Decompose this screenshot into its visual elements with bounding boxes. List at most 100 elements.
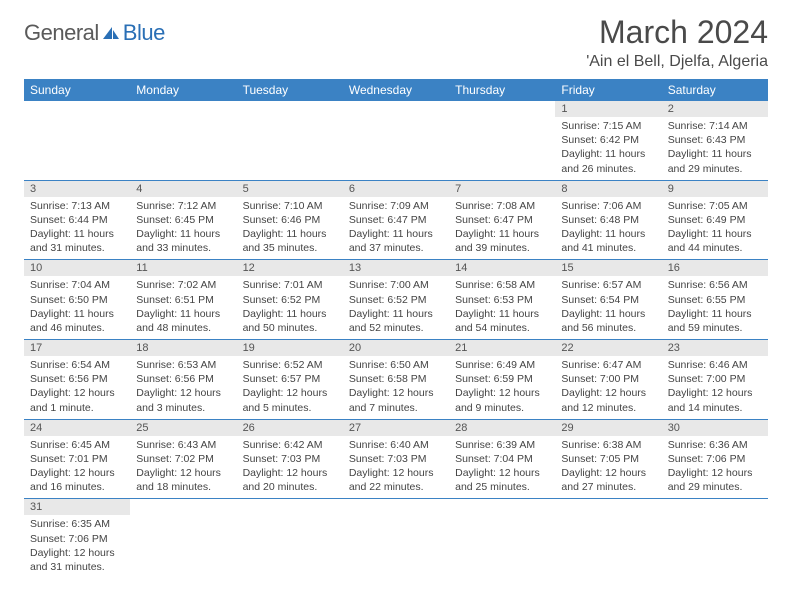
day-number: 2 xyxy=(662,101,768,117)
day-number: 7 xyxy=(449,181,555,197)
day-number: 28 xyxy=(449,420,555,436)
day-number: 19 xyxy=(237,340,343,356)
day-detail: Sunrise: 6:42 AMSunset: 7:03 PMDaylight:… xyxy=(237,436,343,499)
day-detail: Sunrise: 6:50 AMSunset: 6:58 PMDaylight:… xyxy=(343,356,449,419)
calendar-day-cell: 6Sunrise: 7:09 AMSunset: 6:47 PMDaylight… xyxy=(343,180,449,260)
sunrise-line: Sunrise: 7:15 AM xyxy=(561,119,655,133)
calendar-day-cell: 13Sunrise: 7:00 AMSunset: 6:52 PMDayligh… xyxy=(343,260,449,340)
day-detail: Sunrise: 7:00 AMSunset: 6:52 PMDaylight:… xyxy=(343,276,449,339)
day-detail: Sunrise: 6:47 AMSunset: 7:00 PMDaylight:… xyxy=(555,356,661,419)
calendar-day-cell: 12Sunrise: 7:01 AMSunset: 6:52 PMDayligh… xyxy=(237,260,343,340)
day-number: 25 xyxy=(130,420,236,436)
calendar-day-cell: .. xyxy=(237,101,343,180)
daylight-line: Daylight: 11 hours and 33 minutes. xyxy=(136,227,230,255)
daylight-line: Daylight: 11 hours and 35 minutes. xyxy=(243,227,337,255)
sunset-line: Sunset: 6:58 PM xyxy=(349,372,443,386)
calendar-day-cell: 7Sunrise: 7:08 AMSunset: 6:47 PMDaylight… xyxy=(449,180,555,260)
day-number: 1 xyxy=(555,101,661,117)
sunrise-line: Sunrise: 6:54 AM xyxy=(30,358,124,372)
sunset-line: Sunset: 7:02 PM xyxy=(136,452,230,466)
day-detail: Sunrise: 6:46 AMSunset: 7:00 PMDaylight:… xyxy=(662,356,768,419)
sunrise-line: Sunrise: 6:43 AM xyxy=(136,438,230,452)
sunrise-line: Sunrise: 7:14 AM xyxy=(668,119,762,133)
calendar-day-cell: 24Sunrise: 6:45 AMSunset: 7:01 PMDayligh… xyxy=(24,419,130,499)
daylight-line: Daylight: 11 hours and 54 minutes. xyxy=(455,307,549,335)
sunset-line: Sunset: 7:04 PM xyxy=(455,452,549,466)
daylight-line: Daylight: 11 hours and 39 minutes. xyxy=(455,227,549,255)
sunset-line: Sunset: 6:57 PM xyxy=(243,372,337,386)
weekday-header: Saturday xyxy=(662,79,768,101)
day-number: 16 xyxy=(662,260,768,276)
calendar-day-cell: .. xyxy=(449,499,555,578)
day-detail: Sunrise: 7:08 AMSunset: 6:47 PMDaylight:… xyxy=(449,197,555,260)
calendar-day-cell: .. xyxy=(24,101,130,180)
calendar-header-row: SundayMondayTuesdayWednesdayThursdayFrid… xyxy=(24,79,768,101)
day-detail: Sunrise: 6:45 AMSunset: 7:01 PMDaylight:… xyxy=(24,436,130,499)
daylight-line: Daylight: 12 hours and 14 minutes. xyxy=(668,386,762,414)
daylight-line: Daylight: 11 hours and 26 minutes. xyxy=(561,147,655,175)
calendar-table: SundayMondayTuesdayWednesdayThursdayFrid… xyxy=(24,79,768,578)
sunset-line: Sunset: 6:50 PM xyxy=(30,293,124,307)
sunrise-line: Sunrise: 6:36 AM xyxy=(668,438,762,452)
day-number: 30 xyxy=(662,420,768,436)
day-number: 17 xyxy=(24,340,130,356)
calendar-day-cell: .. xyxy=(662,499,768,578)
calendar-week-row: 17Sunrise: 6:54 AMSunset: 6:56 PMDayligh… xyxy=(24,340,768,420)
sunset-line: Sunset: 6:52 PM xyxy=(349,293,443,307)
day-number: 21 xyxy=(449,340,555,356)
sunset-line: Sunset: 6:47 PM xyxy=(455,213,549,227)
calendar-day-cell: 14Sunrise: 6:58 AMSunset: 6:53 PMDayligh… xyxy=(449,260,555,340)
daylight-line: Daylight: 12 hours and 31 minutes. xyxy=(30,546,124,574)
calendar-day-cell: 5Sunrise: 7:10 AMSunset: 6:46 PMDaylight… xyxy=(237,180,343,260)
sunset-line: Sunset: 6:44 PM xyxy=(30,213,124,227)
day-detail: Sunrise: 7:14 AMSunset: 6:43 PMDaylight:… xyxy=(662,117,768,180)
day-number: 31 xyxy=(24,499,130,515)
sunset-line: Sunset: 7:06 PM xyxy=(30,532,124,546)
sunset-line: Sunset: 6:55 PM xyxy=(668,293,762,307)
sunrise-line: Sunrise: 6:35 AM xyxy=(30,517,124,531)
calendar-day-cell: 15Sunrise: 6:57 AMSunset: 6:54 PMDayligh… xyxy=(555,260,661,340)
sunrise-line: Sunrise: 7:00 AM xyxy=(349,278,443,292)
sunset-line: Sunset: 6:47 PM xyxy=(349,213,443,227)
day-detail: Sunrise: 6:38 AMSunset: 7:05 PMDaylight:… xyxy=(555,436,661,499)
daylight-line: Daylight: 11 hours and 44 minutes. xyxy=(668,227,762,255)
day-detail: Sunrise: 6:36 AMSunset: 7:06 PMDaylight:… xyxy=(662,436,768,499)
day-number: 27 xyxy=(343,420,449,436)
sunrise-line: Sunrise: 7:02 AM xyxy=(136,278,230,292)
day-detail: Sunrise: 6:57 AMSunset: 6:54 PMDaylight:… xyxy=(555,276,661,339)
day-detail: Sunrise: 6:56 AMSunset: 6:55 PMDaylight:… xyxy=(662,276,768,339)
sunrise-line: Sunrise: 6:53 AM xyxy=(136,358,230,372)
calendar-week-row: 31 Sunrise: 6:35 AMSunset: 7:06 PMDayligh… xyxy=(24,499,768,578)
sunrise-line: Sunrise: 7:13 AM xyxy=(30,199,124,213)
daylight-line: Daylight: 12 hours and 18 minutes. xyxy=(136,466,230,494)
weekday-header: Wednesday xyxy=(343,79,449,101)
sunset-line: Sunset: 6:51 PM xyxy=(136,293,230,307)
daylight-line: Daylight: 12 hours and 12 minutes. xyxy=(561,386,655,414)
sunset-line: Sunset: 7:03 PM xyxy=(243,452,337,466)
sunrise-line: Sunrise: 7:08 AM xyxy=(455,199,549,213)
sunrise-line: Sunrise: 6:46 AM xyxy=(668,358,762,372)
sunrise-line: Sunrise: 6:58 AM xyxy=(455,278,549,292)
sunset-line: Sunset: 6:45 PM xyxy=(136,213,230,227)
logo: General Blue xyxy=(24,14,165,46)
daylight-line: Daylight: 12 hours and 27 minutes. xyxy=(561,466,655,494)
day-number: 12 xyxy=(237,260,343,276)
day-detail: Sunrise: 6:53 AMSunset: 6:56 PMDaylight:… xyxy=(130,356,236,419)
calendar-day-cell: 27Sunrise: 6:40 AMSunset: 7:03 PMDayligh… xyxy=(343,419,449,499)
sunset-line: Sunset: 7:01 PM xyxy=(30,452,124,466)
daylight-line: Daylight: 11 hours and 31 minutes. xyxy=(30,227,124,255)
sunset-line: Sunset: 6:49 PM xyxy=(668,213,762,227)
calendar-day-cell: 21Sunrise: 6:49 AMSunset: 6:59 PMDayligh… xyxy=(449,340,555,420)
weekday-header: Monday xyxy=(130,79,236,101)
sunrise-line: Sunrise: 6:57 AM xyxy=(561,278,655,292)
day-number: 8 xyxy=(555,181,661,197)
day-number: 20 xyxy=(343,340,449,356)
daylight-line: Daylight: 12 hours and 3 minutes. xyxy=(136,386,230,414)
sunset-line: Sunset: 7:00 PM xyxy=(668,372,762,386)
daylight-line: Daylight: 12 hours and 7 minutes. xyxy=(349,386,443,414)
calendar-day-cell: .. xyxy=(555,499,661,578)
day-detail: Sunrise: 7:05 AMSunset: 6:49 PMDaylight:… xyxy=(662,197,768,260)
calendar-week-row: ..........1Sunrise: 7:15 AMSunset: 6:42 … xyxy=(24,101,768,180)
header: General Blue March 2024 'Ain el Bell, Dj… xyxy=(24,14,768,71)
sunrise-line: Sunrise: 7:01 AM xyxy=(243,278,337,292)
